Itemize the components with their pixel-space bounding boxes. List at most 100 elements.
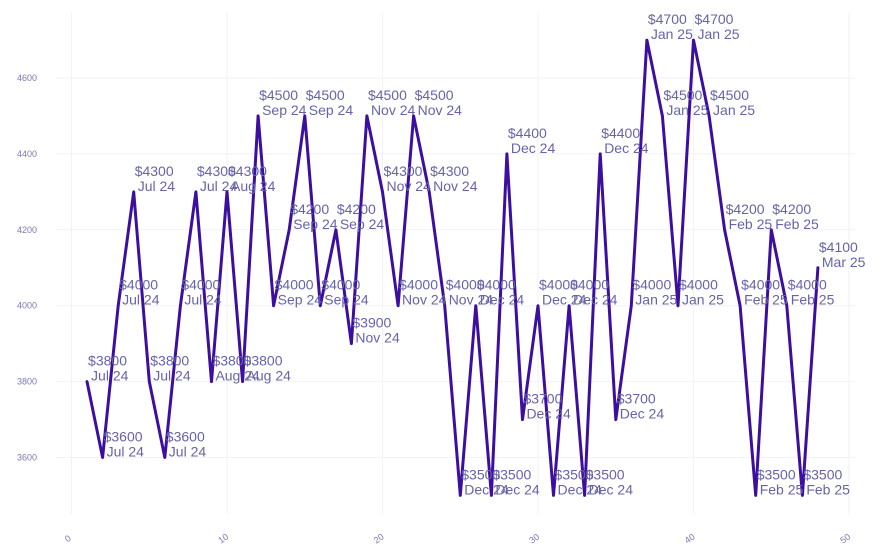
data-label-price: $4500 <box>368 87 407 103</box>
data-label-price: $4500 <box>306 87 345 103</box>
data-label-price: $4000 <box>275 277 314 293</box>
x-tick-label: 20 <box>372 532 386 546</box>
data-label-month: Jul 24 <box>184 292 222 308</box>
data-label-price: $3500 <box>492 466 531 482</box>
data-label-month: Nov 24 <box>433 178 478 194</box>
data-label-month: Nov 24 <box>449 292 494 308</box>
data-label-month: Dec 24 <box>464 481 509 497</box>
data-label-month: Dec 24 <box>558 481 603 497</box>
data-label-month: Jul 24 <box>153 368 191 384</box>
data-label-price: $4000 <box>477 277 516 293</box>
data-label-month: Feb 25 <box>806 481 850 497</box>
data-label-price: $4100 <box>819 239 858 255</box>
data-label-price: $4300 <box>135 163 174 179</box>
data-label-price: $4300 <box>430 163 469 179</box>
data-label-price: $3500 <box>757 466 796 482</box>
data-label-price: $4000 <box>181 277 220 293</box>
data-label-month: Aug 24 <box>247 368 292 384</box>
data-label-month: Jan 25 <box>666 102 708 118</box>
data-label-month: Aug 24 <box>215 368 260 384</box>
data-label-month: Aug 24 <box>231 178 276 194</box>
data-label-price: $4400 <box>508 125 547 141</box>
data-label-price: $4700 <box>695 11 734 27</box>
data-label-month: Jul 24 <box>138 178 176 194</box>
data-label-price: $4500 <box>710 87 749 103</box>
data-label-price: $4000 <box>632 277 671 293</box>
data-label-month: Nov 24 <box>418 102 463 118</box>
x-tick-label: 50 <box>838 532 852 546</box>
data-label-price: $3700 <box>617 391 656 407</box>
data-label-month: Sep 24 <box>340 216 385 232</box>
data-label-month: Jul 24 <box>169 444 207 460</box>
data-label-month: Sep 24 <box>324 292 369 308</box>
data-label-price: $3800 <box>212 353 251 369</box>
data-label-price: $3600 <box>166 429 205 445</box>
data-label-month: Sep 24 <box>262 102 307 118</box>
data-label-price: $3800 <box>150 353 189 369</box>
data-label-price: $4200 <box>726 201 765 217</box>
data-label-price: $4400 <box>601 125 640 141</box>
data-label-price: $3500 <box>461 466 500 482</box>
data-label-month: Jan 25 <box>635 292 677 308</box>
data-label-price: $4200 <box>772 201 811 217</box>
data-label-month: Jan 25 <box>698 26 740 42</box>
data-label-price: $4000 <box>741 277 780 293</box>
data-label-month: Jul 24 <box>122 292 160 308</box>
data-label-month: Jan 25 <box>651 26 693 42</box>
data-label-month: Mar 25 <box>822 254 866 270</box>
data-label-month: Jan 25 <box>682 292 724 308</box>
data-label-price: $4000 <box>679 277 718 293</box>
data-label-month: Jul 24 <box>107 444 145 460</box>
data-label-price: $4500 <box>415 87 454 103</box>
data-label-price: $4700 <box>648 11 687 27</box>
data-label-month: Dec 24 <box>480 292 525 308</box>
data-label-month: Dec 24 <box>542 292 587 308</box>
data-label-month: Nov 24 <box>387 178 432 194</box>
data-label-price: $4500 <box>663 87 702 103</box>
data-label-price: $3800 <box>88 353 127 369</box>
data-label-month: Dec 24 <box>495 481 540 497</box>
data-label-price: $3600 <box>104 429 143 445</box>
data-label-price: $3700 <box>523 391 562 407</box>
data-label-month: Feb 25 <box>760 481 804 497</box>
data-label-month: Feb 25 <box>775 216 819 232</box>
data-label-price: $3500 <box>586 466 625 482</box>
x-tick-label: 10 <box>216 532 230 546</box>
y-tick-label: 4600 <box>17 73 37 83</box>
axis-ticks: 3600 3800 4000 4200 4400 4600 0 10 20 30 40 50 <box>17 73 852 546</box>
data-label-month: Feb 25 <box>791 292 835 308</box>
y-tick-label: 4400 <box>17 149 37 159</box>
data-label-month: Feb 25 <box>744 292 788 308</box>
